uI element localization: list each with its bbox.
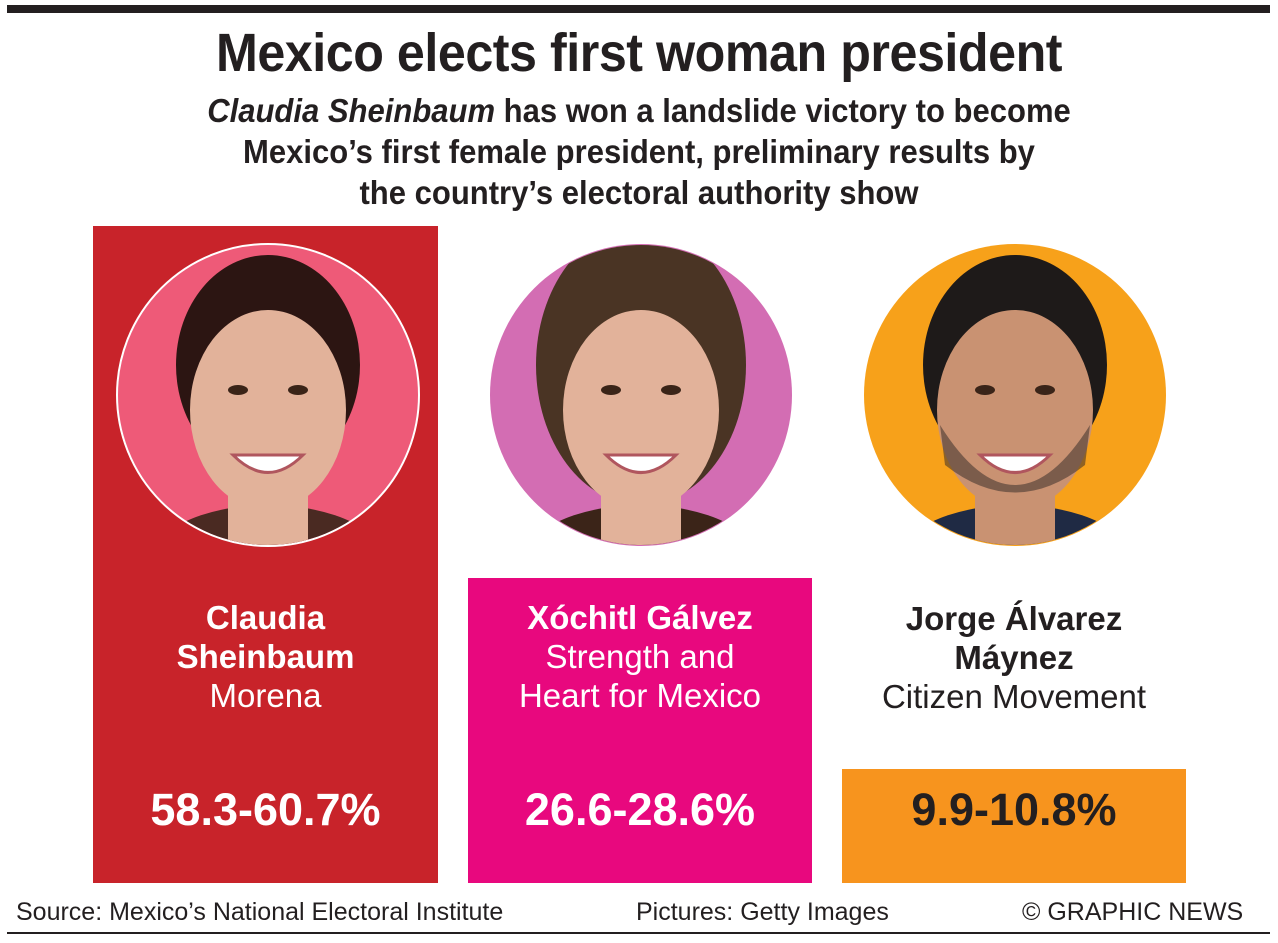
data-label-galvez: 26.6-28.6% xyxy=(524,784,756,835)
subtitle-line-1: Claudia Sheinbaum has won a landslide vi… xyxy=(132,90,1145,131)
chart-title: Mexico elects first woman president xyxy=(215,23,1063,83)
portrait-face xyxy=(937,310,1093,510)
top-rule xyxy=(7,5,1270,13)
subtitle-line-3: the country’s electoral authority show xyxy=(359,174,919,211)
candidate-party-line-1: Strength and xyxy=(545,638,735,675)
bar-galvez xyxy=(468,578,812,883)
portrait-galvez xyxy=(490,244,792,546)
candidate-name-line-1: Claudia xyxy=(205,599,326,636)
portrait-beard xyxy=(940,425,1090,493)
candidate-name-line-2: Máynez xyxy=(954,639,1074,676)
data-label-maynez: 9.9-10.8% xyxy=(911,784,1117,835)
candidate-party: Citizen Movement xyxy=(881,678,1147,715)
subtitle-line-2: Mexico’s first female president, prelimi… xyxy=(243,133,1035,170)
portrait-eye-left xyxy=(601,385,621,395)
candidate-name-line-1: Jorge Álvarez xyxy=(905,600,1123,637)
source-note: Source: Mexico’s National Electoral Inst… xyxy=(16,898,504,926)
subtitle-lead: Claudia Sheinbaum xyxy=(207,92,496,129)
portrait-smile xyxy=(602,453,680,474)
chart-subtitle: Claudia Sheinbaum has won a landslide vi… xyxy=(132,90,1145,213)
portrait-eye-left xyxy=(975,385,995,395)
portrait-smile xyxy=(976,453,1054,474)
candidate-label-sheinbaum: Claudia Sheinbaum Morena xyxy=(93,598,438,715)
graphic-news-credit: © GRAPHIC NEWS xyxy=(1022,898,1244,926)
candidate-name-line-1: Xóchitl Gálvez xyxy=(527,599,753,636)
portrait-eye-right xyxy=(288,385,308,395)
data-label-sheinbaum: 58.3-60.7% xyxy=(150,784,381,835)
candidate-party: Morena xyxy=(209,677,322,714)
portrait-eye-right xyxy=(1035,385,1055,395)
portrait-eye-right xyxy=(661,385,681,395)
bottom-rule xyxy=(7,932,1270,934)
portrait-smile xyxy=(229,453,307,474)
bar-maynez xyxy=(842,769,1186,883)
candidate-name-line-2: Sheinbaum xyxy=(176,638,355,675)
portrait-eye-left xyxy=(228,385,248,395)
candidate-label-maynez: Jorge Álvarez Máynez Citizen Movement xyxy=(842,599,1186,716)
pictures-credit: Pictures: Getty Images xyxy=(636,898,889,926)
portrait-face xyxy=(563,310,719,510)
subtitle-line-1-rest: has won a landslide victory to become xyxy=(495,92,1071,129)
candidate-label-galvez: Xóchitl Gálvez Strength and Heart for Me… xyxy=(468,598,812,715)
portrait-maynez xyxy=(864,244,1166,546)
portrait-face xyxy=(190,310,346,510)
candidate-party-line-2: Heart for Mexico xyxy=(518,677,762,714)
